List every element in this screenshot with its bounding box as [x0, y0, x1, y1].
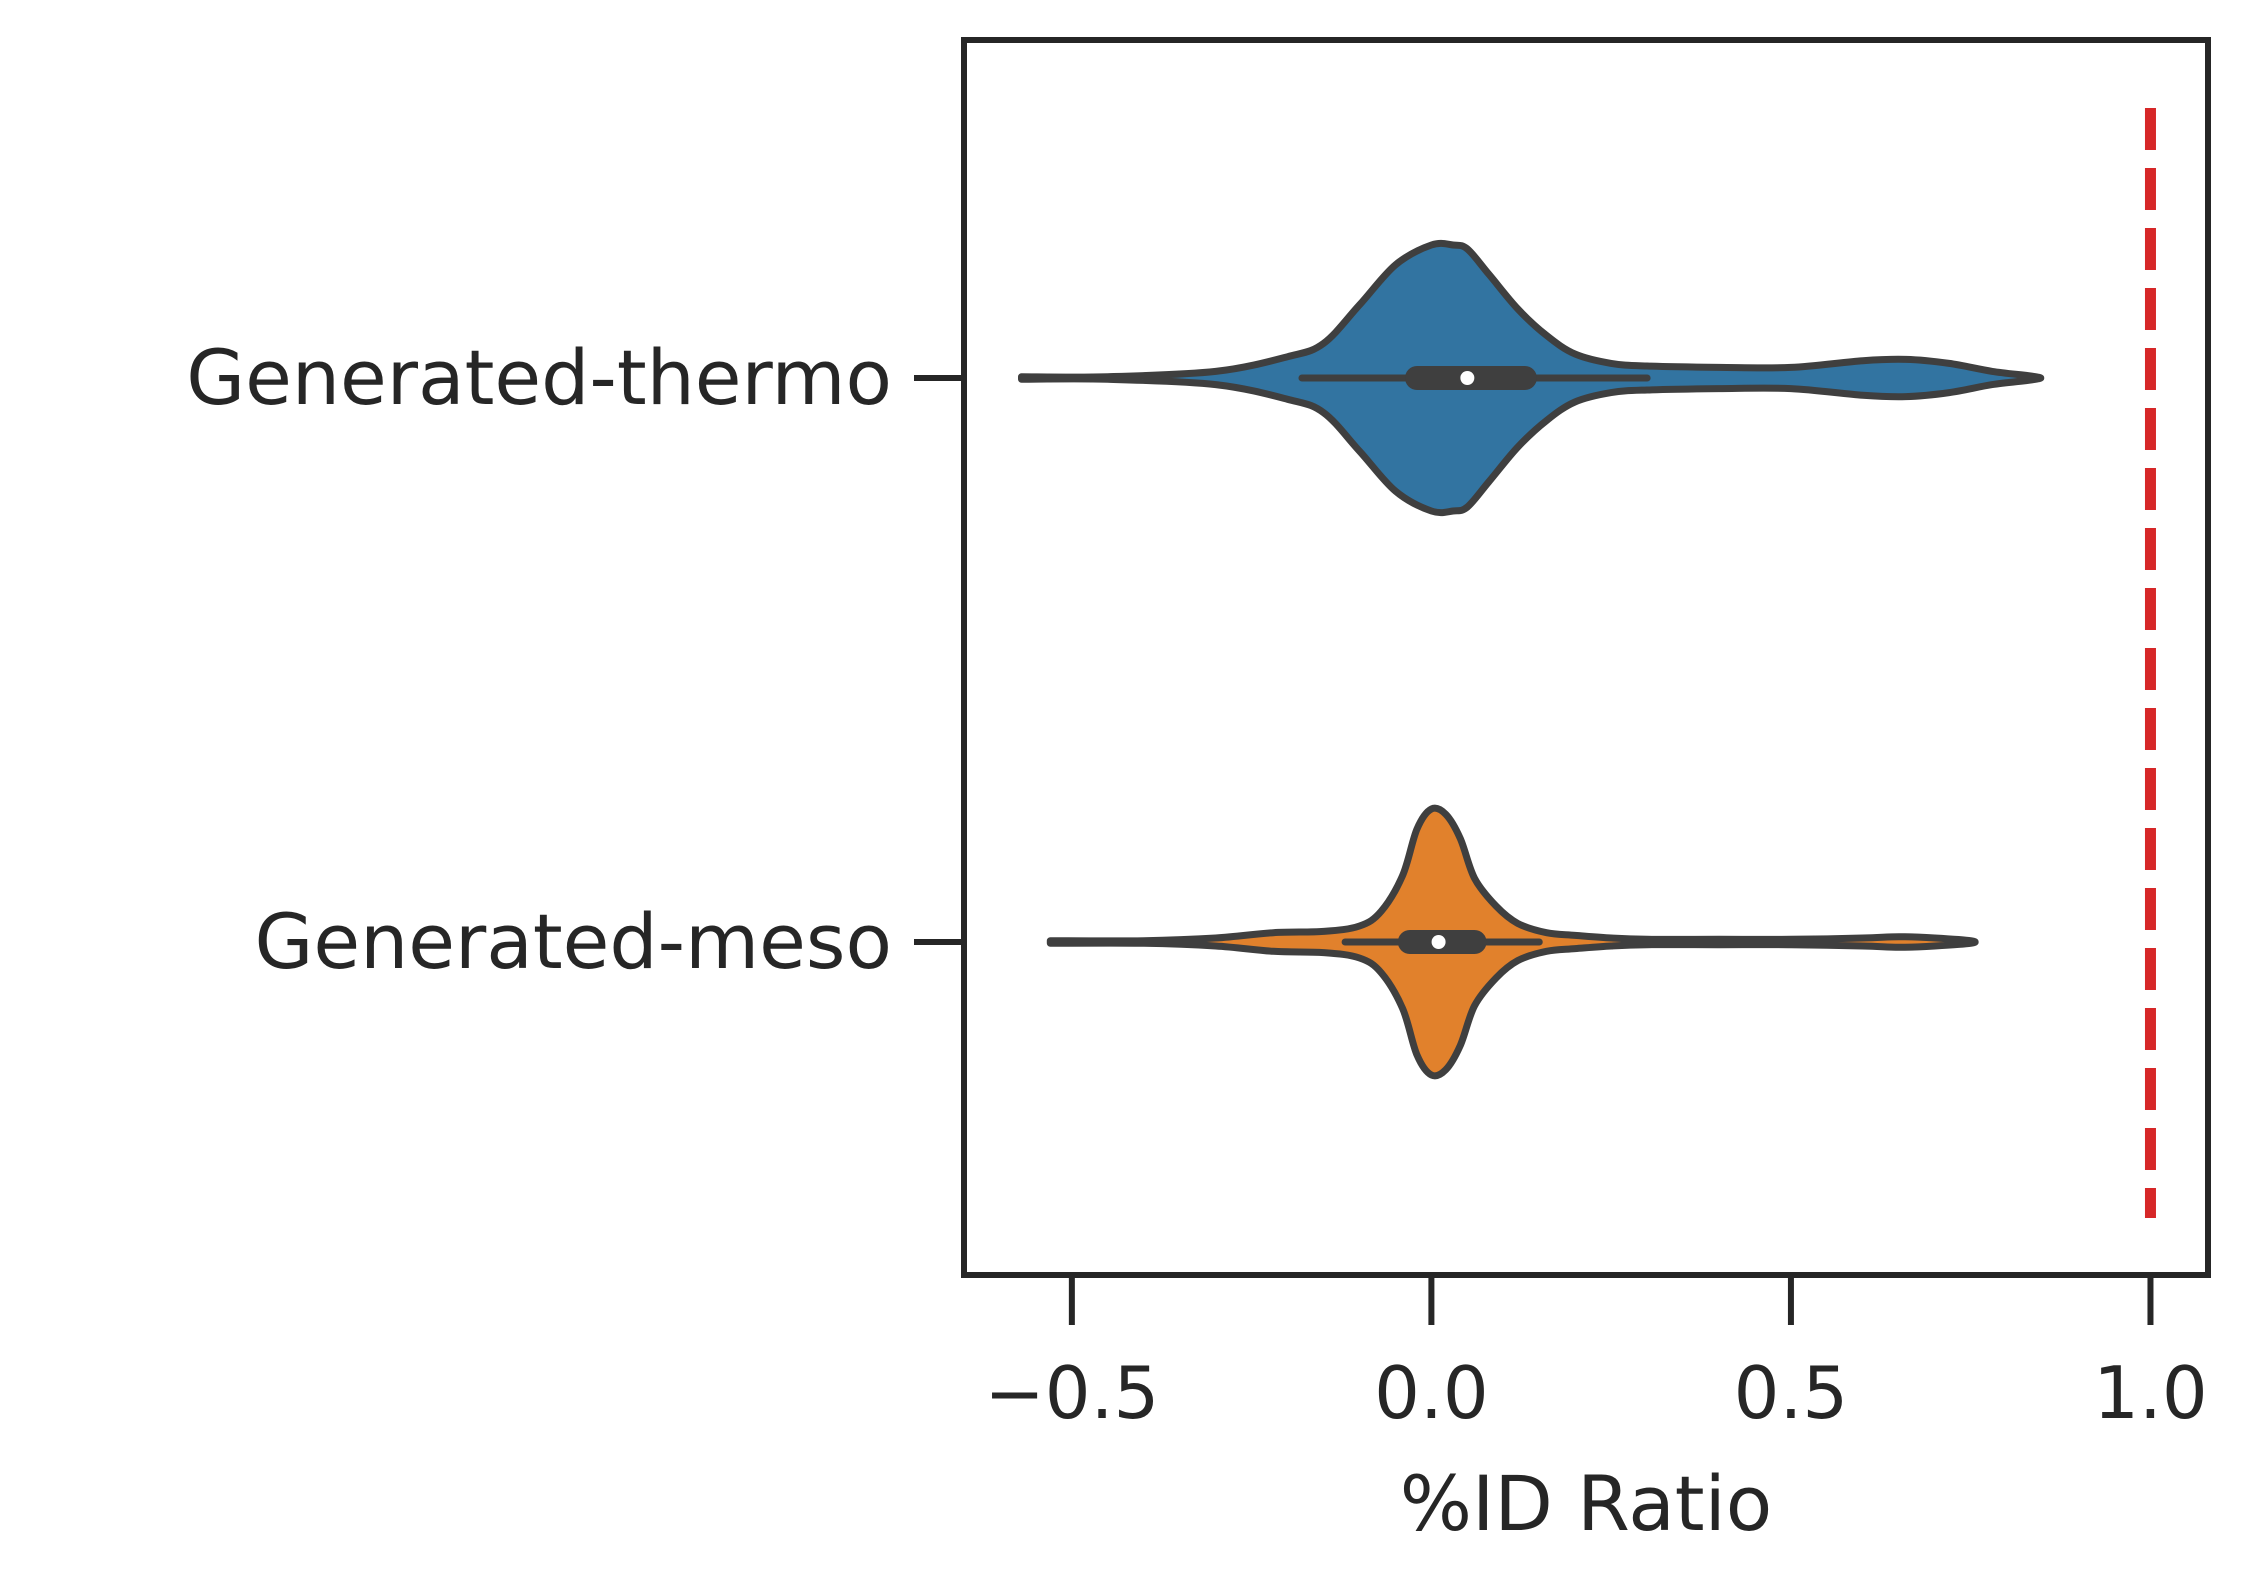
- violins-layer: [1018, 239, 2045, 1080]
- x-tick-label: −0.5: [984, 1351, 1159, 1435]
- x-axis-ticks: −0.5 0.0 0.5 1.0: [984, 1275, 2208, 1435]
- violin-median-point: [1431, 935, 1446, 949]
- x-tick-label: 0.0: [1374, 1351, 1489, 1435]
- plot-area-frame: [961, 37, 2211, 1278]
- violin-median-point: [1460, 371, 1475, 385]
- y-axis-ticks: Generated-thermo Generated-meso: [186, 333, 964, 986]
- x-axis-label: %ID Ratio: [1400, 1459, 1772, 1548]
- x-tick-label: 1.0: [2093, 1351, 2208, 1435]
- y-tick-label: Generated-thermo: [186, 333, 892, 422]
- y-tick-label: Generated-meso: [254, 897, 892, 986]
- x-tick-label: 0.5: [1734, 1351, 1849, 1435]
